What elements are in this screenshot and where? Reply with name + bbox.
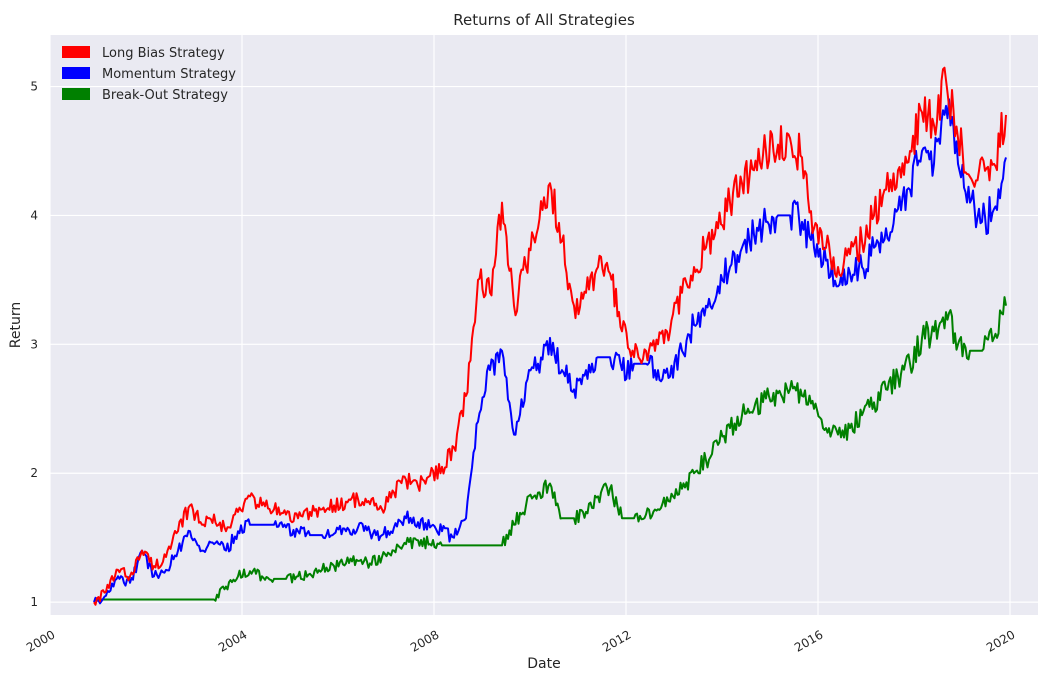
- series-line-break-out: [94, 296, 1007, 602]
- legend-label-long-bias: Long Bias Strategy: [102, 46, 225, 61]
- y-axis-label: Return: [8, 302, 24, 348]
- plot-area: [50, 35, 1038, 615]
- legend-label-momentum: Momentum Strategy: [102, 67, 236, 82]
- y-tick-label: 1: [30, 595, 38, 609]
- y-tick-label: 4: [30, 208, 38, 222]
- chart-title: Returns of All Strategies: [453, 11, 635, 29]
- y-tick-label: 2: [30, 466, 38, 480]
- x-tick-label: 2016: [792, 627, 825, 654]
- series-lines: [93, 66, 1007, 606]
- legend-swatch-long-bias: [62, 46, 90, 58]
- x-axis-ticks: 2000 2004 2008 2012 2016 2020: [24, 627, 1017, 654]
- legend-swatch-momentum: [62, 67, 90, 79]
- legend-label-break-out: Break-Out Strategy: [102, 88, 228, 103]
- x-axis-label: Date: [527, 656, 560, 672]
- series-line-long-bias: [93, 66, 1007, 606]
- y-tick-label: 5: [30, 80, 38, 94]
- x-tick-label: 2012: [600, 627, 633, 654]
- x-tick-label: 2008: [408, 627, 441, 654]
- series-line-momentum: [93, 98, 1007, 605]
- y-axis-ticks: 1 2 3 4 5: [30, 80, 38, 610]
- y-tick-label: 3: [30, 337, 38, 351]
- legend-swatch-break-out: [62, 88, 90, 100]
- chart-legend: Long Bias Strategy Momentum Strategy Break…: [62, 46, 236, 103]
- x-tick-label: 2004: [216, 627, 249, 654]
- x-tick-label: 2020: [984, 627, 1017, 654]
- x-tick-label: 2000: [24, 627, 57, 654]
